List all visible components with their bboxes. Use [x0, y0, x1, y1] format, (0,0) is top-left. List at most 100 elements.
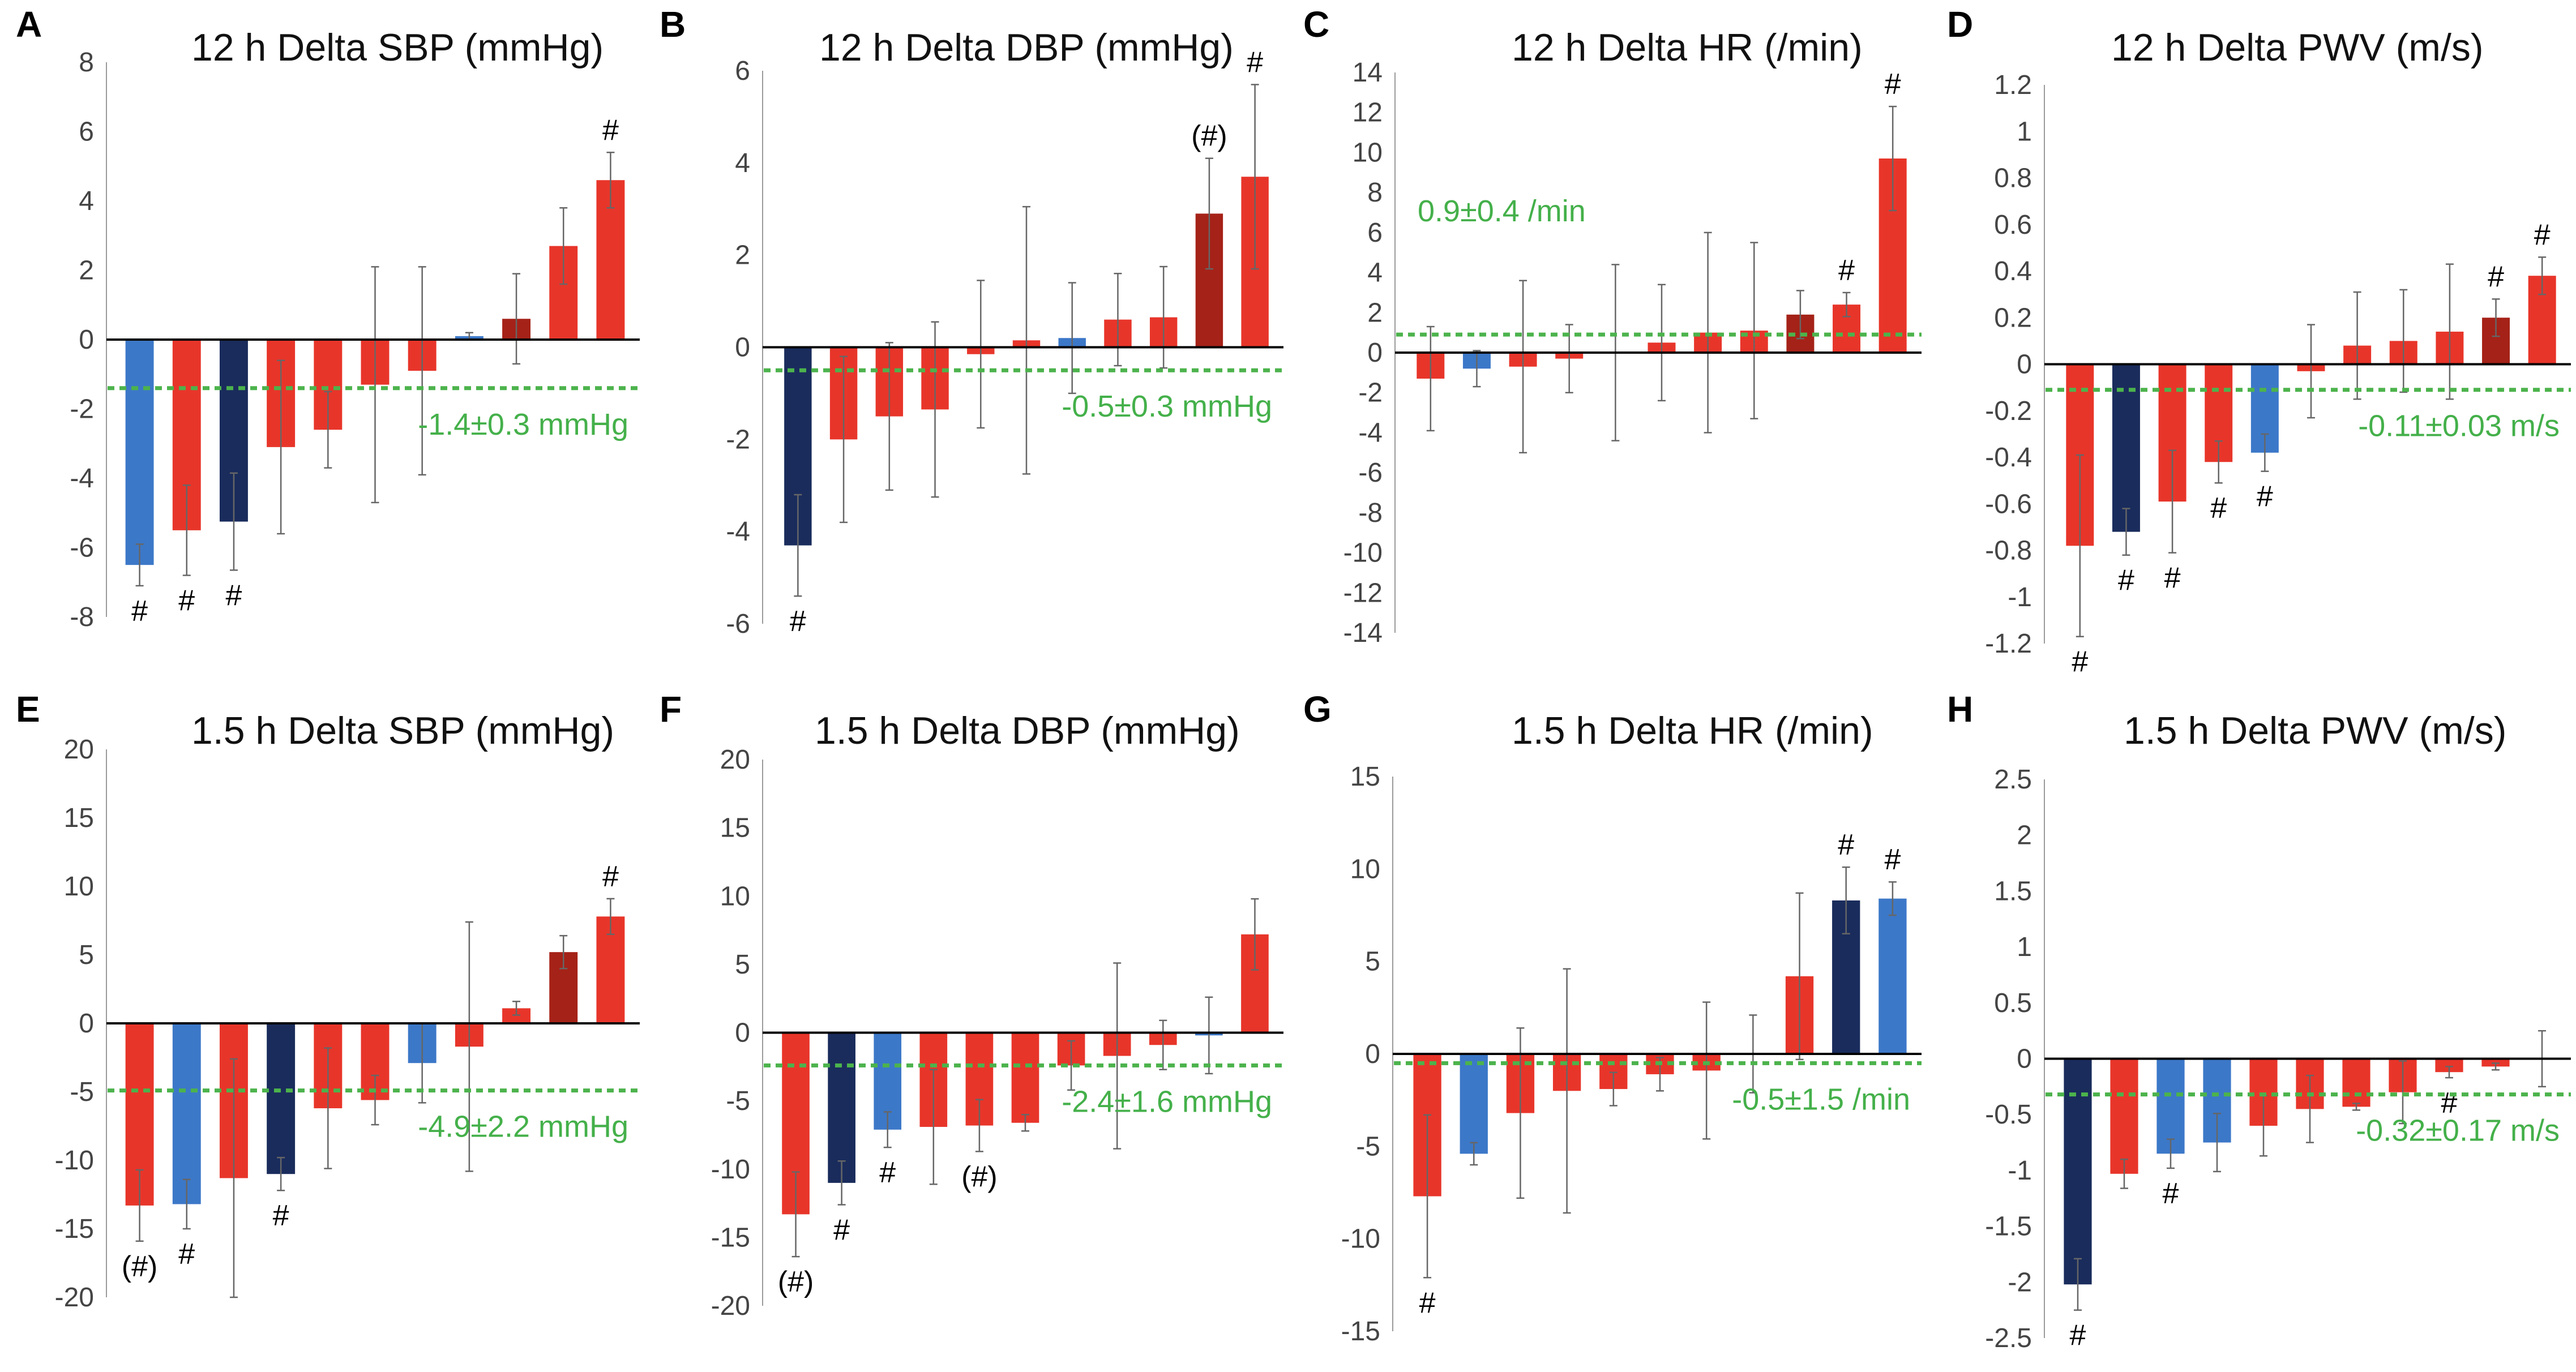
y-tick-label: 4: [1367, 258, 1383, 288]
y-tick-label: 6: [735, 56, 750, 86]
y-tick-label: 1: [2017, 932, 2032, 962]
panel-b: B 12 h Delta DBP (mmHg) 6 4 2 0 -2 -4 -6 # (#) # -…: [644, 0, 1287, 686]
panel-a: A 12 h Delta SBP (mmHg) 8 6 4 2 0 -2 -4 -6 -8 # # #…: [0, 0, 644, 686]
panel-letter: B: [660, 4, 686, 45]
panel-title: 1.5 h Delta DBP (mmHg): [815, 709, 1240, 752]
significance-mark: (#): [122, 1250, 158, 1283]
y-tick-label: -2: [726, 425, 750, 455]
significance-mark: #: [2118, 564, 2134, 597]
y-tick-label: -14: [1343, 618, 1383, 648]
significance-mark: (#): [961, 1160, 998, 1193]
significance-mark: #: [2164, 562, 2181, 595]
y-tick-label: 0: [735, 333, 750, 363]
mean-label: -0.5±1.5 /min: [1732, 1082, 1910, 1116]
chart-plot: 2.521.510.50-0.5-1-1.5-2-2.5 ###-0.32±0.1…: [1985, 765, 2571, 1353]
y-tick-label: 2: [1367, 298, 1383, 328]
y-tick-label: 0: [79, 1009, 94, 1039]
chart-plot: 20 15 10 5 0 -5 -10 -15 -20 (#) # # (#) -2.4±1.6 mmHg: [711, 745, 1283, 1321]
significance-mark: #: [1884, 843, 1901, 876]
y-tick-label: -15: [711, 1223, 750, 1253]
significance-mark: #: [131, 595, 148, 628]
y-tick-label: 0: [2017, 350, 2032, 380]
chart-plot: 1.2 1 0.8 0.6 0.4 0.2 0 -0.2 -0.4 -0.6 -0.8 -1 -1.2 #…: [1985, 70, 2571, 679]
panel-letter: A: [16, 4, 42, 45]
y-tick-label: -0.2: [1985, 396, 2032, 426]
y-tick-label: 5: [79, 940, 94, 970]
y-tick-label: -10: [1341, 1224, 1380, 1254]
panel-title: 1.5 h Delta PWV (m/s): [2124, 709, 2507, 752]
mean-label: -0.32±0.17 m/s: [2356, 1114, 2560, 1148]
y-tick-label: 0.6: [1994, 210, 2032, 240]
y-tick-label: 4: [79, 186, 94, 216]
y-tick-label: 2.5: [1994, 765, 2032, 795]
bar: [1011, 1032, 1039, 1123]
chart-plot: 14 12 10 8 6 4 2 0 -2 -4 -6 -8 -10 -12 -14 # #0.9±0.4 /m…: [1343, 58, 1922, 648]
y-tick-label: 10: [1350, 854, 1380, 884]
significance-mark: #: [602, 860, 619, 893]
panel-h: H 1.5 h Delta PWV (m/s) 2.5 2 1.5 1 0.5 0 -0.5…: [1931, 686, 2575, 1372]
y-tick-label: -15: [1341, 1317, 1380, 1347]
chart-plot: 8 6 4 2 0 -2 -4 -6 -8 # # # # -1.4±0.3 mmHg: [70, 48, 640, 632]
bar: [1460, 1054, 1488, 1154]
chart-plot: 20 15 10 5 0 -5 -10 -15 -20 (#) # # # -4.9±2.2 mmHg: [55, 735, 640, 1313]
y-tick-label: 10: [720, 881, 750, 911]
bar: [172, 1023, 201, 1204]
panel-letter: C: [1303, 4, 1330, 45]
y-tick-label: 0.8: [1994, 164, 2032, 194]
mean-label: -4.9±2.2 mmHg: [418, 1110, 628, 1144]
y-tick-label: 20: [64, 735, 94, 765]
y-tick-label: -6: [70, 533, 94, 563]
y-tick-label: -6: [1358, 458, 1383, 488]
y-tick-label: -5: [1356, 1131, 1380, 1161]
y-tick-label: 8: [1367, 178, 1383, 208]
significance-mark: #: [1838, 254, 1855, 287]
y-tick-label: 2: [2017, 821, 2032, 851]
panel-title: 1.5 h Delta HR (/min): [1512, 709, 1873, 752]
y-tick-label: 15: [64, 803, 94, 833]
mean-label: -0.5±0.3 mmHg: [1062, 389, 1272, 423]
significance-mark: #: [2070, 1319, 2086, 1352]
significance-mark: (#): [1191, 120, 1227, 153]
panel-letter: E: [16, 689, 40, 730]
panel-letter: H: [1947, 689, 1974, 730]
y-tick-label: 10: [64, 872, 94, 902]
bar: [1878, 898, 1907, 1054]
significance-mark: #: [2534, 218, 2551, 251]
chart-plot: 6 4 2 0 -2 -4 -6 # (#) # -0.5±0.3 mmHg: [726, 46, 1283, 639]
y-tick-label: -10: [1343, 538, 1383, 568]
panel-f: F 1.5 h Delta DBP (mmHg) 20 15 10 5 0 -5 -10 -1…: [644, 686, 1287, 1372]
y-tick-label: -0.4: [1985, 443, 2032, 473]
y-tick-label: -15: [55, 1214, 94, 1244]
significance-mark: #: [1419, 1287, 1436, 1319]
y-tick-label: -4: [1358, 418, 1383, 448]
significance-mark: #: [790, 605, 806, 638]
y-tick-label: -20: [711, 1291, 750, 1321]
panel-title: 12 h Delta SBP (mmHg): [191, 26, 604, 69]
y-tick-label: -1.2: [1985, 629, 2032, 659]
y-tick-label: 8: [79, 48, 94, 78]
y-tick-label: -0.6: [1985, 489, 2032, 519]
y-tick-label: 15: [1350, 762, 1380, 792]
y-tick-label: 0.4: [1994, 256, 2032, 286]
significance-mark: #: [2441, 1087, 2458, 1120]
y-tick-label: 15: [720, 813, 750, 843]
y-tick-label: 0: [79, 325, 94, 355]
significance-mark: #: [879, 1156, 896, 1189]
bar: [2110, 1058, 2138, 1174]
y-tick-label: -1.5: [1985, 1212, 2032, 1242]
y-tick-label: -0.5: [1985, 1100, 2032, 1130]
panel-d: D 12 h Delta PWV (m/s) 1.2 1 0.8 0.6 0.4 0.2 0…: [1931, 0, 2575, 686]
y-tick-label: 0: [1367, 338, 1383, 368]
significance-mark: #: [178, 585, 195, 618]
y-tick-label: -1: [2008, 1156, 2032, 1186]
bar: [828, 1032, 855, 1183]
y-tick-label: -10: [711, 1155, 750, 1185]
y-tick-label: -4: [70, 464, 94, 494]
y-tick-label: 1.2: [1994, 70, 2032, 100]
y-tick-label: 2: [735, 241, 750, 271]
significance-mark: #: [2072, 646, 2088, 679]
y-tick-label: -1: [2008, 582, 2032, 612]
y-tick-label: 0: [2017, 1044, 2032, 1074]
significance-mark: #: [1885, 68, 1901, 101]
